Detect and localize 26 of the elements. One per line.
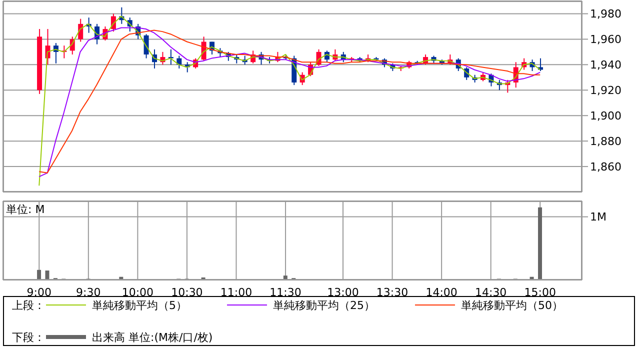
y-tick-label: 1M bbox=[590, 210, 606, 224]
y-tick-label: 1,900 bbox=[590, 110, 622, 123]
x-tick-label: 13:00 bbox=[327, 286, 359, 299]
y-tick-label: 1,920 bbox=[590, 84, 622, 98]
x-tick-label: 14:30 bbox=[474, 286, 507, 299]
y-tick-label: 1,860 bbox=[590, 160, 622, 174]
legend-label: 単純移動平均（5） bbox=[92, 298, 187, 312]
y-tick-label: 1,940 bbox=[590, 58, 622, 72]
legend-label: 単純移動平均（50） bbox=[461, 298, 563, 312]
legend-label: 単純移動平均（25） bbox=[273, 298, 375, 312]
x-tick-label: 10:00 bbox=[122, 286, 154, 299]
x-tick-label: 11:00 bbox=[220, 286, 252, 299]
y-tick-label: 1,960 bbox=[590, 33, 622, 46]
y-tick-label: 1,980 bbox=[590, 8, 622, 21]
y-axis-title: 単位: M bbox=[6, 202, 45, 217]
x-tick-label: 9:30 bbox=[76, 286, 101, 299]
x-tick-label: 11:30 bbox=[270, 286, 302, 299]
x-tick-label: 15:00 bbox=[524, 286, 556, 299]
x-tick-label: 13:30 bbox=[376, 286, 408, 299]
legend-label: 出来高 単位:(M株/口/枚) bbox=[92, 330, 213, 344]
legend-title: 上段： bbox=[12, 298, 46, 312]
x-tick-label: 14:00 bbox=[426, 286, 458, 299]
x-tick-label: 9:00 bbox=[26, 286, 52, 299]
y-tick-label: 1,880 bbox=[590, 134, 622, 148]
x-tick-label: 10:30 bbox=[171, 286, 203, 299]
legend-title: 下段： bbox=[12, 330, 46, 344]
